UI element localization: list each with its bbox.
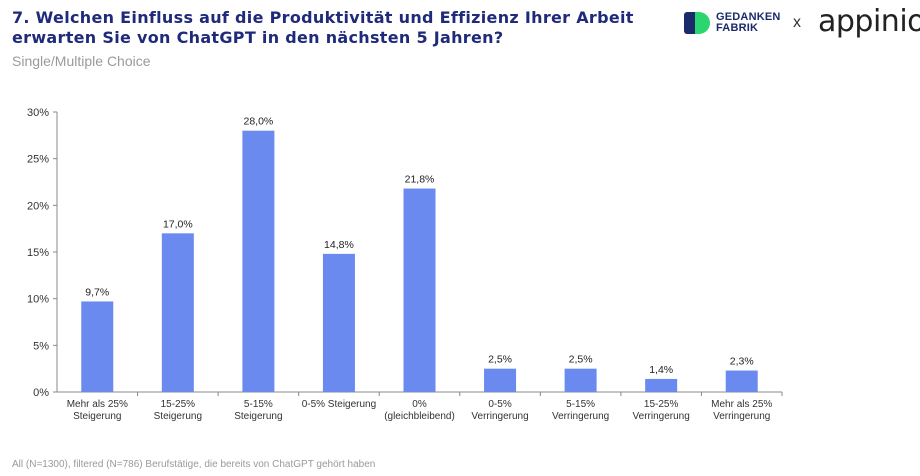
- x-category-label: 5-15% Steigerung: [234, 399, 282, 422]
- question-type-subtitle: Single/Multiple Choice: [12, 53, 151, 69]
- chart-title: 7. Welchen Einfluss auf die Produktivitä…: [12, 8, 652, 48]
- x-category-label: 15-25% Steigerung: [154, 399, 202, 422]
- y-tick-label: 10%: [27, 294, 49, 306]
- x-category-label: Mehr als 25% Verringerung: [711, 399, 772, 422]
- x-category-label: 0-5% Steigerung: [302, 399, 377, 410]
- appinio-logo: appinio: [818, 4, 920, 39]
- bar-value-label: 21,8%: [405, 174, 435, 186]
- x-category-label: 15-25% Verringerung: [633, 399, 690, 422]
- gedankenfabrik-mark-icon: [684, 12, 710, 34]
- bar: [322, 253, 355, 392]
- y-tick-label: 15%: [27, 247, 49, 259]
- bar-value-label: 2,5%: [488, 354, 512, 366]
- bar-value-label: 9,7%: [85, 286, 109, 298]
- title-line-2: erwarten Sie von ChatGPT in den nächsten…: [12, 28, 504, 47]
- y-tick-label: 20%: [27, 200, 49, 212]
- bar-value-label: 2,3%: [730, 356, 754, 368]
- y-tick-label: 0%: [33, 387, 49, 399]
- bar: [725, 370, 758, 392]
- bar: [242, 130, 275, 392]
- bar: [484, 368, 517, 392]
- bar-value-label: 17,0%: [163, 218, 193, 230]
- gedankenfabrik-wordmark: GEDANKEN FABRIK: [716, 11, 781, 34]
- bar: [403, 188, 436, 392]
- x-category-label: Mehr als 25% Steigerung: [67, 399, 128, 422]
- bar: [161, 233, 194, 392]
- bar-value-label: 2,5%: [569, 354, 593, 366]
- title-line-1: 7. Welchen Einfluss auf die Produktivitä…: [12, 8, 634, 27]
- bar-value-label: 14,8%: [324, 239, 354, 251]
- x-category-label: 0% (gleichbleibend): [384, 399, 455, 422]
- gedankenfabrik-logo: GEDANKEN FABRIK: [684, 12, 781, 34]
- footnote: All (N=1300), filtered (N=786) Berufstät…: [12, 459, 376, 470]
- bar-value-label: 28,0%: [243, 116, 273, 128]
- bar-value-label: 1,4%: [649, 364, 673, 376]
- bar: [81, 301, 114, 392]
- bar: [645, 378, 678, 392]
- y-tick-label: 30%: [27, 107, 49, 119]
- x-category-label: 5-15% Verringerung: [552, 399, 609, 422]
- y-tick-label: 25%: [27, 154, 49, 166]
- x-category-label: 0-5% Verringerung: [471, 399, 528, 422]
- logo-separator: x: [793, 14, 801, 31]
- y-tick-label: 5%: [33, 340, 49, 352]
- bar: [564, 368, 597, 392]
